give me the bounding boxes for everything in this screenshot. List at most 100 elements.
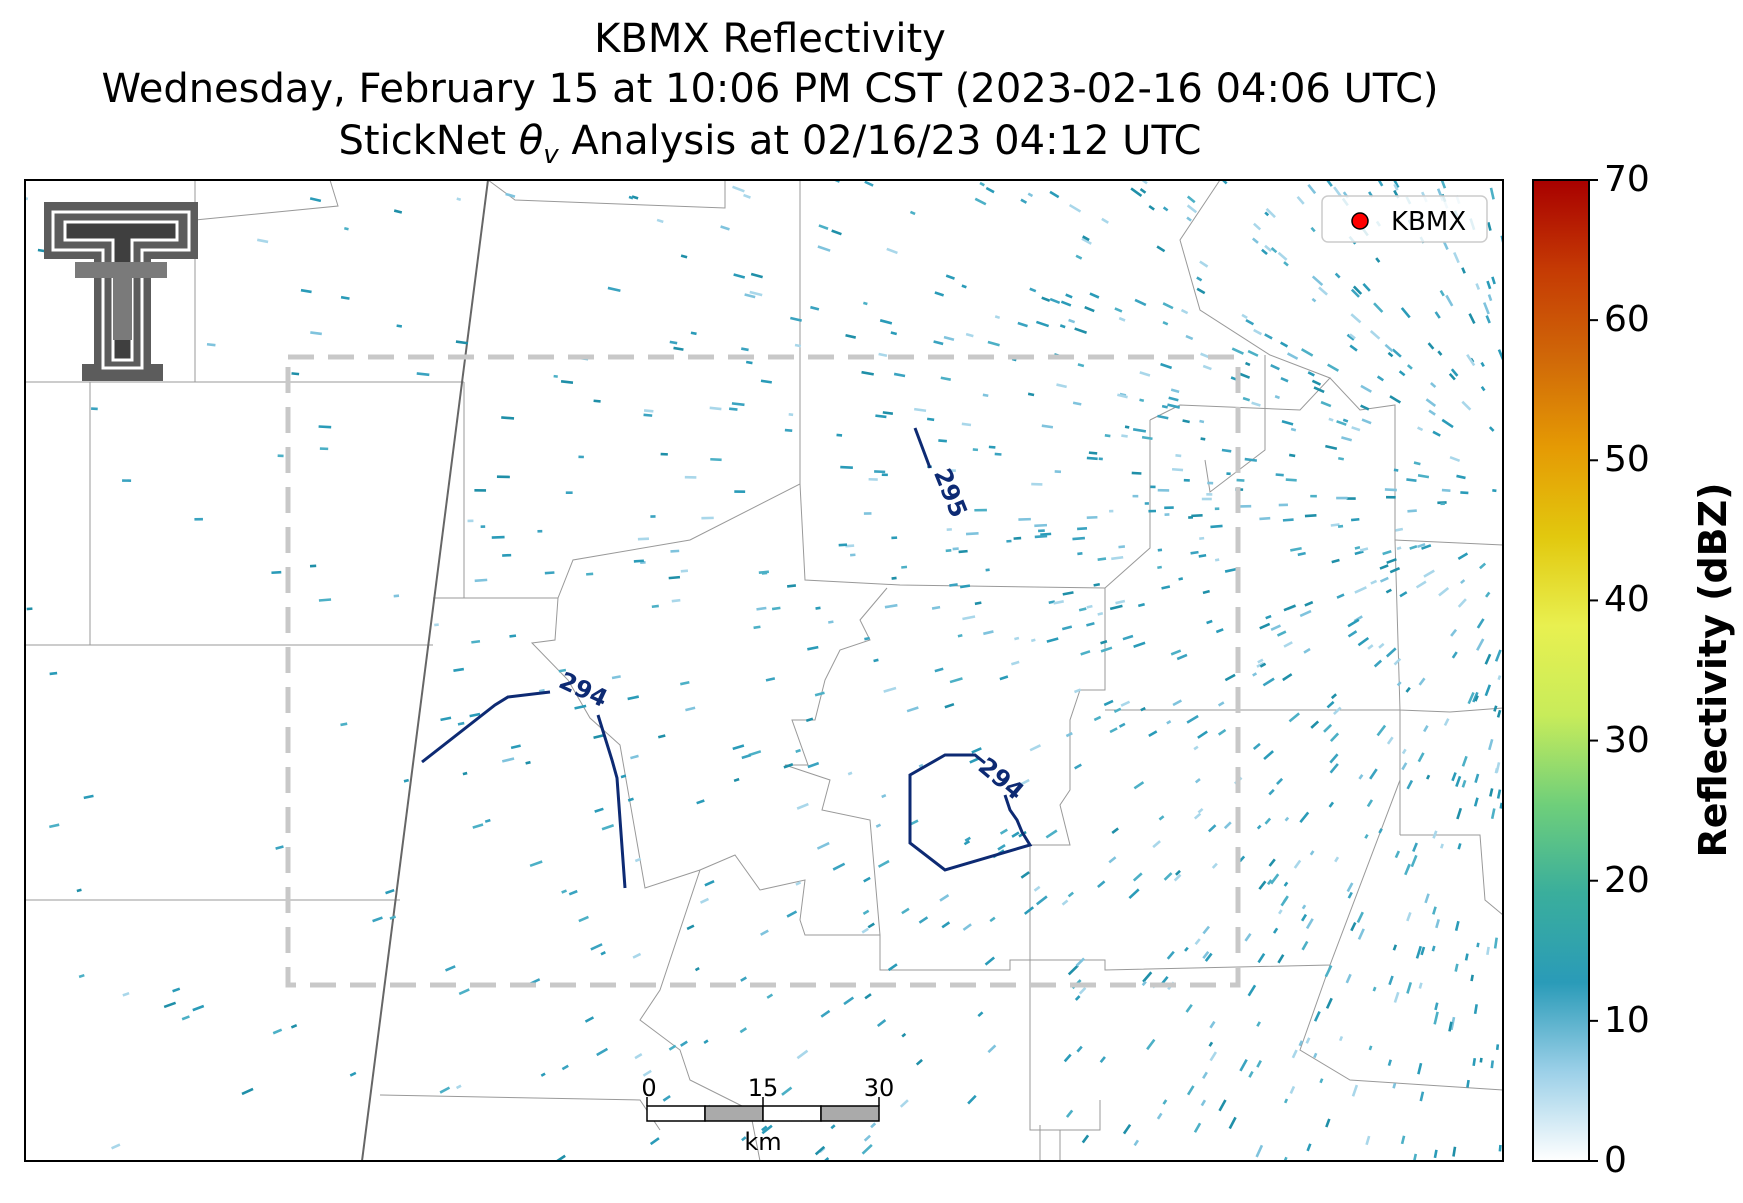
- echo-gate: [891, 536, 898, 540]
- echo-gate: [918, 763, 924, 768]
- echo-gate: [959, 584, 971, 589]
- echo-gate: [838, 543, 848, 547]
- echo-gate: [650, 515, 656, 518]
- echo-gate: [1401, 762, 1408, 771]
- echo-gate: [863, 1134, 871, 1142]
- echo-gate: [1067, 891, 1074, 898]
- echo-gate: [1251, 237, 1259, 244]
- echo-gate: [864, 636, 870, 641]
- echo-gate: [1268, 788, 1275, 796]
- echo-gate: [1387, 1059, 1392, 1066]
- echo-gate: [1488, 426, 1495, 432]
- echo-gate: [1034, 523, 1048, 528]
- echo-gate: [631, 195, 639, 200]
- echo-gate: [1425, 398, 1437, 407]
- echo-gate: [1310, 720, 1320, 729]
- echo-gate: [1329, 732, 1340, 743]
- echo-gate: [1023, 906, 1035, 915]
- echo-gate: [1041, 296, 1051, 302]
- echo-gate: [941, 921, 951, 929]
- echo-gate: [878, 352, 888, 358]
- echo-gate: [1086, 515, 1098, 519]
- echo-gate: [1336, 496, 1348, 500]
- colorbar-ticks: [1589, 179, 1598, 1162]
- echo-gate: [1160, 362, 1173, 370]
- echo-gate: [1259, 622, 1271, 630]
- echo-gate: [1434, 1002, 1439, 1011]
- echo-gate: [794, 343, 802, 348]
- echo-gate: [1461, 267, 1466, 274]
- scale-bar-segment-4: [820, 1105, 880, 1122]
- echo-gate: [1393, 468, 1399, 472]
- echo-gate: [1061, 899, 1069, 906]
- echo-gate: [891, 576, 897, 580]
- echo-gate: [701, 516, 714, 520]
- colorbar-tick-10: 10: [1604, 1000, 1650, 1041]
- echo-gate: [1200, 437, 1206, 441]
- echo-gate: [1082, 235, 1090, 242]
- echo-gate: [1406, 982, 1413, 994]
- echo-gate: [1006, 539, 1012, 543]
- echo-gate: [1185, 1004, 1193, 1013]
- echo-gate: [1164, 513, 1170, 516]
- echo-gate: [1193, 1122, 1202, 1133]
- echo-gate: [26, 607, 33, 611]
- echo-gate: [863, 512, 872, 515]
- echo-gate: [611, 675, 621, 680]
- echo-gate: [1330, 693, 1338, 700]
- echo-gate: [1178, 577, 1184, 581]
- reflectivity-echoes: [25, 180, 1503, 1161]
- echo-gate: [1350, 517, 1360, 522]
- echo-gate: [1325, 1118, 1331, 1128]
- echo-gate: [1283, 261, 1289, 267]
- echo-gate: [1226, 472, 1231, 476]
- echo-gate: [593, 733, 605, 740]
- echo-gate: [1385, 588, 1392, 594]
- echo-gate: [1391, 180, 1400, 189]
- echo-gate: [918, 916, 929, 924]
- echo-gate: [1131, 471, 1142, 475]
- echo-gate: [1252, 672, 1258, 677]
- echo-gate: [861, 927, 869, 934]
- echo-gate: [1328, 801, 1335, 808]
- echo-gate: [1115, 599, 1126, 605]
- echo-gate: [1118, 545, 1126, 549]
- echo-gate: [733, 273, 746, 279]
- echo-gate: [1245, 318, 1255, 326]
- echo-gate: [1144, 502, 1149, 505]
- echo-gate: [877, 859, 890, 868]
- echo-gate: [300, 288, 312, 294]
- echo-gate: [1130, 187, 1143, 197]
- echo-gate: [1479, 1057, 1483, 1063]
- echo-gate: [1417, 752, 1425, 763]
- echo-gate: [1101, 217, 1109, 224]
- echo-gate: [709, 406, 722, 411]
- echo-gate: [1208, 1041, 1214, 1047]
- echo-gate: [510, 744, 521, 750]
- echo-gate: [684, 475, 697, 479]
- echo-gate: [1180, 308, 1189, 315]
- echo-gate: [963, 840, 971, 846]
- echo-gate: [1061, 625, 1073, 631]
- echo-gate: [1439, 289, 1445, 297]
- echo-gate: [1027, 192, 1034, 198]
- echo-gate: [1053, 600, 1064, 605]
- echo-gate: [796, 802, 809, 810]
- echo-gate: [256, 238, 269, 244]
- echo-gate: [1093, 582, 1101, 587]
- echo-gate: [1080, 650, 1091, 656]
- echo-gate: [1186, 204, 1198, 214]
- echo-gate: [1396, 546, 1402, 551]
- echo-gate: [1488, 738, 1494, 751]
- echo-gate: [1329, 753, 1339, 764]
- echo-gate: [1405, 686, 1411, 693]
- echo-gate: [1386, 495, 1396, 499]
- echo-gate: [1264, 244, 1272, 252]
- echo-gate: [668, 1044, 677, 1051]
- contour-294-east-line: [908, 753, 1033, 872]
- echo-gate: [1206, 619, 1213, 625]
- echo-gate: [1419, 1091, 1425, 1102]
- echo-gate: [864, 993, 872, 1000]
- echo-gate: [680, 681, 690, 686]
- echo-gate: [1282, 673, 1293, 682]
